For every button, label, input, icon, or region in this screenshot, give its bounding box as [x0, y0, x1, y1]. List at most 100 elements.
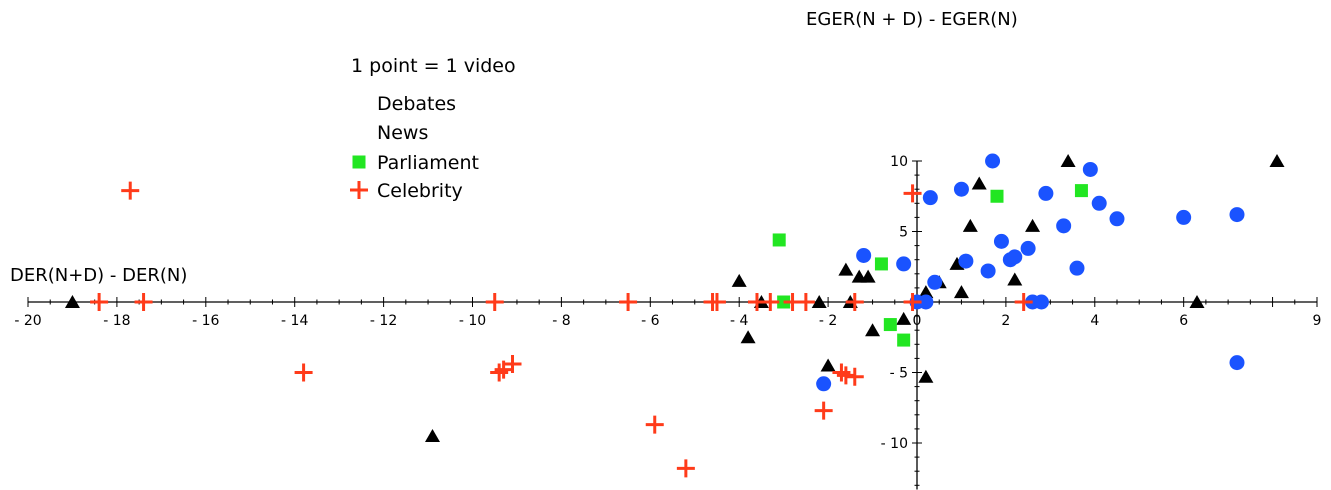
legend: 1 point = 1 video Debates News Parliamen…	[350, 55, 516, 202]
y-tick-label: - 5	[890, 366, 908, 382]
debates-point	[860, 269, 876, 283]
celebrity-point	[619, 293, 638, 311]
series-celebrity	[90, 181, 1033, 478]
news-point	[856, 247, 872, 263]
news-point	[918, 294, 934, 310]
debates-point	[64, 295, 80, 308]
parliament-point	[1074, 184, 1088, 198]
celebrity-point	[134, 293, 153, 311]
legend-label-debates: Debates	[377, 93, 456, 115]
x-tick-label: - 4	[730, 313, 749, 329]
x-axis-label: DER(N+D) - DER(N)	[10, 265, 187, 286]
news-point	[1091, 195, 1107, 211]
debates-point	[740, 330, 756, 344]
news-point	[1056, 218, 1072, 234]
debates-point	[1025, 218, 1041, 232]
debates-point	[1007, 272, 1023, 286]
debates-point	[971, 176, 987, 190]
news-point	[1082, 161, 1098, 177]
debates-point	[1189, 295, 1205, 308]
x-tick-label: - 18	[103, 313, 130, 329]
x-tick-label: - 2	[819, 313, 837, 329]
celebrity-point	[845, 293, 864, 311]
parliament-point	[874, 257, 888, 271]
celebrity-point	[1014, 293, 1033, 311]
x-tick-label: - 20	[14, 313, 41, 329]
debates-point	[424, 428, 440, 442]
x-tick-label: 6	[1179, 313, 1188, 329]
celebrity-point	[903, 293, 922, 311]
debates-point	[962, 218, 978, 232]
celebrity-point	[503, 355, 522, 374]
celebrity-point	[761, 293, 780, 311]
x-tick-label: - 10	[459, 313, 486, 329]
x-tick-label: 4	[1090, 313, 1099, 329]
debates-point	[918, 285, 934, 299]
debates-point	[1060, 154, 1076, 167]
series-news	[816, 153, 1245, 392]
celebrity-point	[490, 363, 509, 382]
celebrity-point	[485, 293, 504, 311]
axes	[27, 160, 1318, 490]
debates-point	[918, 369, 934, 383]
celebrity-point	[645, 415, 664, 434]
legend-swatch-parliament	[352, 155, 366, 169]
celebrity-point	[814, 401, 833, 420]
news-point	[1020, 240, 1036, 256]
debates-point	[731, 273, 747, 287]
news-point	[1109, 211, 1125, 227]
news-point	[1229, 355, 1245, 371]
news-point	[1038, 185, 1054, 201]
celebrity-point	[903, 184, 922, 203]
news-point	[927, 274, 943, 290]
y-tick-label: - 10	[881, 436, 908, 452]
y-axis-label: EGER(N + D) - EGER(N)	[806, 9, 1018, 30]
celebrity-point	[294, 363, 313, 382]
news-point	[953, 181, 969, 197]
debates-point	[1269, 154, 1285, 167]
news-point	[816, 376, 832, 392]
news-point	[922, 190, 938, 206]
x-tick-label: - 6	[641, 313, 660, 329]
news-point	[1176, 209, 1192, 225]
data-points	[64, 153, 1285, 478]
celebrity-point	[90, 293, 109, 311]
y-tick-label: 5	[899, 225, 908, 241]
x-tick-label: - 12	[370, 313, 397, 329]
news-point	[896, 256, 912, 272]
parliament-point	[990, 189, 1004, 203]
legend-swatch-celebrity	[350, 181, 368, 199]
celebrity-point	[707, 293, 726, 311]
news-point	[985, 153, 1001, 169]
legend-title: 1 point = 1 video	[351, 55, 516, 77]
debates-point	[865, 323, 881, 337]
news-point	[1033, 294, 1049, 310]
news-point	[980, 263, 996, 279]
debates-point	[838, 262, 854, 276]
x-tick-label: - 16	[192, 313, 219, 329]
debates-point	[811, 295, 827, 308]
debates-point	[949, 256, 965, 270]
debates-point	[820, 358, 836, 372]
celebrity-point	[796, 293, 815, 311]
x-tick-label: 2	[1001, 313, 1010, 329]
legend-label-parliament: Parliament	[377, 152, 479, 174]
legend-label-celebrity: Celebrity	[377, 180, 463, 202]
y-tick-label: 10	[890, 154, 908, 170]
news-point	[1069, 260, 1085, 276]
parliament-point	[897, 333, 911, 347]
x-tick-label: 9	[1313, 313, 1322, 329]
parliament-point	[883, 318, 897, 332]
celebrity-point	[845, 367, 864, 386]
celebrity-point	[832, 363, 851, 382]
parliament-point	[772, 233, 786, 247]
celebrity-point	[121, 181, 140, 200]
news-point	[958, 253, 974, 269]
legend-label-news: News	[377, 122, 428, 144]
x-tick-label: 0	[913, 313, 922, 329]
debates-point	[953, 285, 969, 299]
x-tick-label: - 14	[281, 313, 308, 329]
debates-point	[896, 311, 912, 325]
celebrity-point	[676, 459, 695, 478]
